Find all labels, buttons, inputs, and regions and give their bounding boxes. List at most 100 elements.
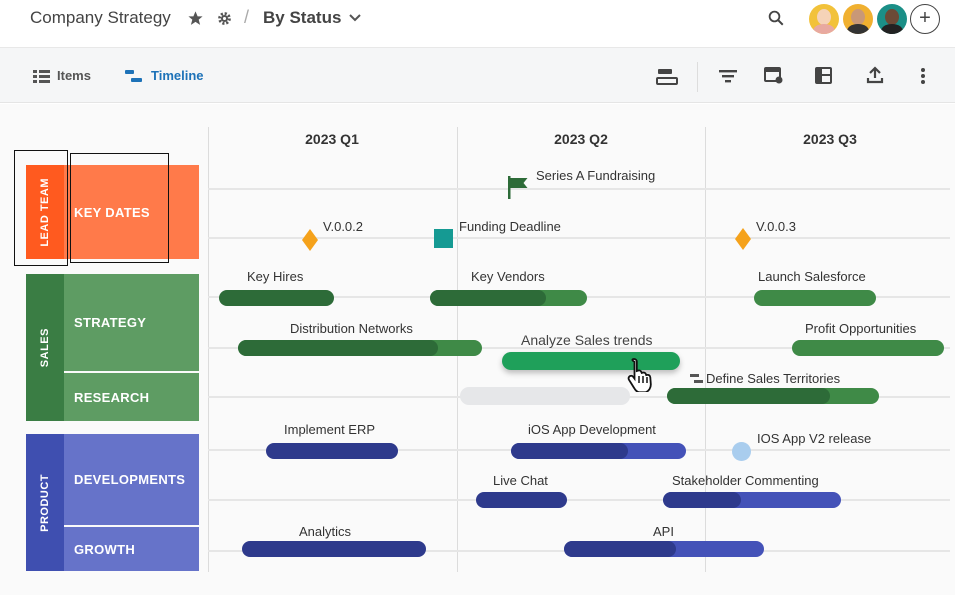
- more-options-icon[interactable]: [920, 67, 926, 85]
- bar-progress: [238, 340, 439, 356]
- avatar-1-face: [817, 9, 831, 25]
- app-header: Company Strategy / By Status +: [0, 0, 955, 36]
- highlight-box-row: [70, 153, 169, 263]
- list-icon: [33, 70, 50, 83]
- highlight-box-group: [14, 150, 68, 266]
- row-label-text: GROWTH: [74, 541, 136, 557]
- bar-ios-app-development[interactable]: [511, 443, 686, 459]
- row-gridline: [208, 499, 950, 501]
- avatar-1-body: [813, 24, 835, 34]
- card-settings-icon[interactable]: [764, 67, 784, 85]
- bar-label: Implement ERP: [284, 422, 376, 437]
- row-gridline: [208, 347, 950, 349]
- export-icon[interactable]: [866, 66, 884, 84]
- group-lead-team[interactable]: LEAD TEAM: [26, 165, 64, 259]
- chevron-down-icon[interactable]: [349, 13, 361, 23]
- swimlane-icon[interactable]: [656, 68, 678, 86]
- row-growth[interactable]: GROWTH: [64, 527, 199, 571]
- bar-profit-opportunities[interactable]: [792, 340, 944, 356]
- bar-progress: [511, 443, 629, 459]
- quarter-header: 2023 Q3: [803, 131, 857, 147]
- square-marker[interactable]: [434, 229, 453, 248]
- avatar-1[interactable]: [809, 4, 839, 34]
- hand-cursor-icon: [627, 358, 652, 392]
- bar-label: Stakeholder Commenting: [672, 473, 819, 488]
- layout-icon[interactable]: [815, 67, 832, 84]
- gear-icon[interactable]: [216, 10, 233, 27]
- avatar-2-body: [847, 24, 869, 34]
- quarter-header: 2023 Q2: [554, 131, 608, 147]
- breadcrumb-separator: /: [244, 7, 250, 27]
- row-gridline: [208, 237, 950, 239]
- quarter-divider: [208, 127, 209, 157]
- milestone-funding-deadline[interactable]: Funding Deadline: [459, 219, 561, 234]
- milestone-v002[interactable]: V.0.0.2: [323, 219, 364, 234]
- view-toolbar: Items Timeline: [0, 47, 955, 103]
- avatar-3-body: [881, 24, 903, 34]
- row-strategy[interactable]: STRATEGY: [64, 274, 199, 371]
- milestone-v003[interactable]: V.0.0.3: [756, 219, 797, 234]
- bar-launch-salesforce[interactable]: [754, 290, 876, 306]
- row-label-text: RESEARCH: [74, 389, 150, 405]
- group-sales[interactable]: SALES: [26, 274, 64, 421]
- group-label-text: SALES: [39, 327, 51, 368]
- dependency-icon: [690, 374, 703, 383]
- star-icon[interactable]: [187, 10, 204, 27]
- bar-progress: [667, 388, 831, 404]
- row-label-text: STRATEGY: [74, 315, 147, 330]
- bar-label: Profit Opportunities: [805, 321, 917, 336]
- bar-analytics[interactable]: [242, 541, 426, 557]
- bar-label: iOS App Development: [528, 422, 656, 437]
- avatar-2[interactable]: [843, 4, 873, 34]
- timeline-icon: [125, 70, 142, 82]
- timeline-view: 2023 Q1 2023 Q2 2023 Q3 LEAD TEAM KEY DA…: [0, 104, 955, 595]
- bar-key-vendors[interactable]: [430, 290, 587, 306]
- diamond-icon[interactable]: [735, 228, 751, 250]
- group-label-text: PRODUCT: [39, 473, 51, 532]
- milestone-ios-v2[interactable]: IOS App V2 release: [757, 431, 872, 446]
- row-key-dates[interactable]: KEY DATES: [64, 165, 199, 259]
- bar-label: Live Chat: [493, 473, 548, 488]
- bar-stakeholder-commenting[interactable]: [663, 492, 841, 508]
- bar-label: Analytics: [299, 524, 352, 539]
- bar-distribution-networks[interactable]: [238, 340, 482, 356]
- avatar-2-face: [851, 9, 865, 25]
- toolbar-divider: [697, 62, 698, 92]
- search-icon[interactable]: [767, 9, 785, 27]
- row-label-text: DEVELOPMENTS: [74, 472, 186, 487]
- diamond-icon[interactable]: [302, 229, 318, 251]
- bar-label: Define Sales Territories: [706, 371, 841, 386]
- row-research[interactable]: RESEARCH: [64, 373, 199, 421]
- bar-progress: [564, 541, 676, 557]
- bar-label: Key Hires: [247, 269, 304, 284]
- quarter-header: 2023 Q1: [305, 131, 359, 147]
- tab-items[interactable]: Items: [57, 68, 91, 83]
- milestone-series-a[interactable]: Series A Fundraising: [536, 168, 656, 183]
- row-label-text: KEY DATES: [74, 204, 150, 220]
- bar-research-placeholder[interactable]: [460, 387, 630, 405]
- filter-icon[interactable]: [719, 70, 737, 83]
- circle-marker[interactable]: [732, 442, 751, 461]
- page-title: Company Strategy: [30, 8, 171, 27]
- bar-implement-erp[interactable]: [266, 443, 398, 459]
- group-product[interactable]: PRODUCT: [26, 434, 64, 571]
- tab-timeline[interactable]: Timeline: [151, 68, 204, 83]
- avatar-3-face: [885, 9, 899, 25]
- bar-progress: [663, 492, 742, 508]
- bar-key-hires[interactable]: [219, 290, 334, 306]
- flag-icon[interactable]: [506, 174, 532, 200]
- bar-label: Analyze Sales trends: [521, 332, 653, 348]
- row-gridline: [208, 188, 950, 190]
- view-selector[interactable]: By Status: [263, 8, 342, 27]
- bar-label: Key Vendors: [471, 269, 545, 284]
- bar-api[interactable]: [564, 541, 764, 557]
- quarter-divider: [705, 127, 706, 572]
- avatar-3[interactable]: [877, 4, 907, 34]
- quarter-divider: [208, 157, 209, 572]
- bar-label: Launch Salesforce: [758, 269, 866, 284]
- bar-label: Distribution Networks: [290, 321, 413, 336]
- bar-live-chat[interactable]: [476, 492, 567, 508]
- bar-define-sales-territories[interactable]: [667, 388, 879, 404]
- row-developments[interactable]: DEVELOPMENTS: [64, 434, 199, 525]
- add-member-button[interactable]: +: [910, 4, 940, 34]
